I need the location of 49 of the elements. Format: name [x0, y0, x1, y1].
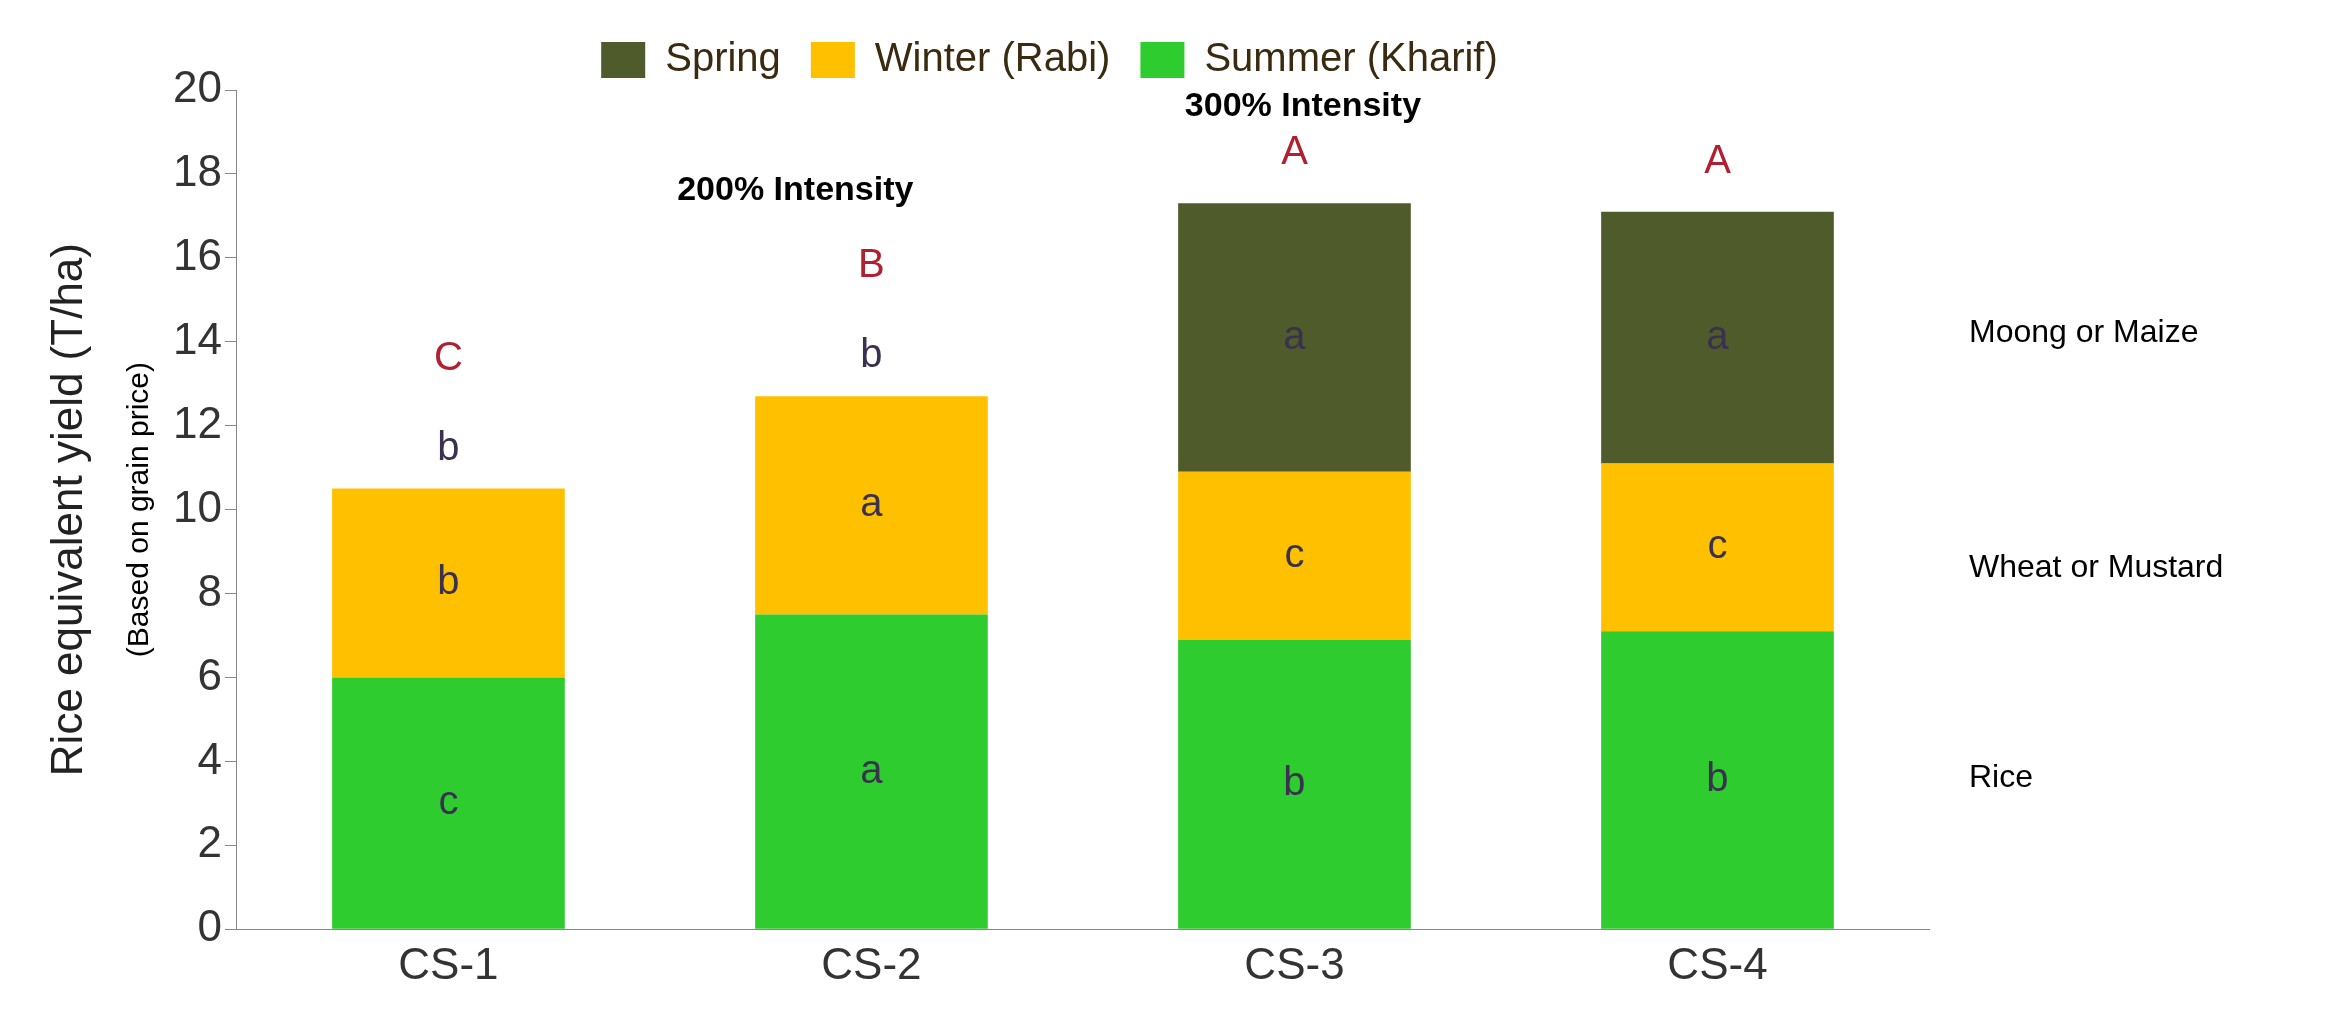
bar — [1178, 639, 1411, 929]
total-label: C — [434, 333, 463, 378]
legend-label: Spring — [665, 35, 781, 80]
data-label: c — [1707, 522, 1728, 567]
bar — [332, 677, 565, 929]
annotation: 300% Intensity — [1184, 85, 1422, 124]
y-axis-title: Rice equivalent yield (T/ha) — [42, 243, 92, 777]
x-tick-label: CS-4 — [1667, 938, 1768, 988]
data-label: b — [437, 558, 460, 603]
x-tick-label: CS-3 — [1244, 938, 1345, 988]
data-label: a — [860, 746, 884, 791]
y-tick-label: 16 — [172, 229, 222, 279]
total-label: B — [858, 241, 885, 286]
y-tick-label: 0 — [197, 901, 222, 951]
y-tick-label: 20 — [172, 62, 222, 112]
total-label: A — [1281, 128, 1309, 173]
legend-label: Summer (Kharif) — [1204, 35, 1498, 80]
data-label: a — [860, 480, 884, 525]
y-tick-label: 12 — [172, 397, 222, 447]
text: Moong or Maize — [1969, 313, 2199, 350]
annotation: 200% Intensity — [677, 169, 914, 208]
data-label: b — [1706, 755, 1729, 800]
bar — [755, 396, 988, 615]
text: Rice — [1969, 757, 2034, 794]
annotation: b — [860, 331, 883, 376]
bar — [332, 488, 565, 678]
y-tick-label: 14 — [172, 313, 222, 363]
y-tick-label: 4 — [197, 733, 222, 783]
y-tick-label: 6 — [197, 649, 222, 699]
total-label: A — [1704, 136, 1732, 181]
text: Wheat or Mustard — [1969, 548, 2224, 585]
text: (Based on grain price) — [121, 362, 155, 658]
data-label: b — [1283, 759, 1306, 804]
x-tick-label: CS-2 — [821, 938, 922, 988]
bar — [1601, 631, 1834, 929]
x-tick-label: CS-1 — [398, 938, 499, 988]
data-label: c — [1284, 530, 1305, 575]
y-tick-label: 8 — [197, 565, 222, 615]
annotation: b — [437, 423, 460, 468]
legend-label: Winter (Rabi) — [874, 35, 1111, 80]
bar — [1601, 463, 1834, 632]
y-tick-label: 18 — [172, 146, 222, 196]
bar — [1601, 211, 1834, 464]
data-label: c — [438, 778, 459, 823]
bar — [1178, 203, 1411, 472]
y-tick-label: 2 — [197, 817, 222, 867]
y-tick-label: 10 — [172, 481, 222, 531]
bar — [755, 614, 988, 929]
bar — [1178, 471, 1411, 640]
